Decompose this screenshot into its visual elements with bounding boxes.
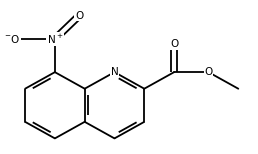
Text: O: O <box>170 39 178 49</box>
Text: $^{-}$O: $^{-}$O <box>4 33 20 45</box>
Text: N: N <box>111 67 118 77</box>
Text: O: O <box>75 11 83 21</box>
Text: N$^+$: N$^+$ <box>47 32 63 46</box>
Text: O: O <box>204 67 213 77</box>
